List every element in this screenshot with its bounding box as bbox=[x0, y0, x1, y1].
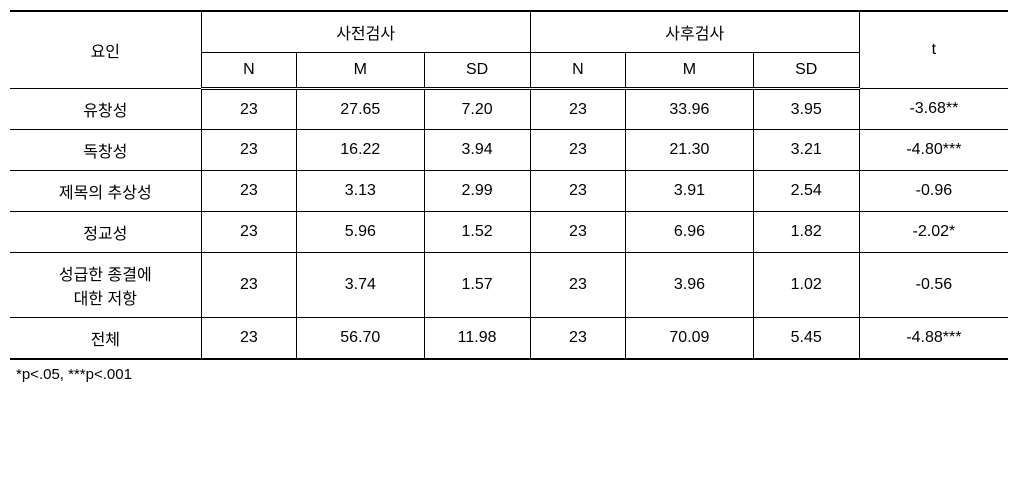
cell-factor: 독창성 bbox=[10, 130, 201, 171]
cell-post-sd: 3.95 bbox=[753, 89, 859, 130]
cell-post-m: 33.96 bbox=[626, 89, 753, 130]
cell-pre-m: 27.65 bbox=[297, 89, 424, 130]
cell-post-m: 21.30 bbox=[626, 130, 753, 171]
cell-post-sd: 1.82 bbox=[753, 212, 859, 253]
header-factor: 요인 bbox=[10, 11, 201, 89]
cell-factor: 성급한 종결에 대한 저항 bbox=[10, 253, 201, 318]
cell-post-n: 23 bbox=[530, 318, 626, 360]
cell-post-m: 70.09 bbox=[626, 318, 753, 360]
cell-pre-m: 56.70 bbox=[297, 318, 424, 360]
cell-post-n: 23 bbox=[530, 130, 626, 171]
cell-post-sd: 1.02 bbox=[753, 253, 859, 318]
cell-t: -0.56 bbox=[859, 253, 1008, 318]
cell-pre-m: 3.74 bbox=[297, 253, 424, 318]
cell-t: -0.96 bbox=[859, 171, 1008, 212]
cell-post-m: 3.91 bbox=[626, 171, 753, 212]
cell-factor: 전체 bbox=[10, 318, 201, 360]
cell-pre-n: 23 bbox=[201, 171, 297, 212]
table-row: 성급한 종결에 대한 저항 23 3.74 1.57 23 3.96 1.02 … bbox=[10, 253, 1008, 318]
cell-factor: 유창성 bbox=[10, 89, 201, 130]
cell-t: -4.80*** bbox=[859, 130, 1008, 171]
cell-pre-sd: 1.52 bbox=[424, 212, 530, 253]
table-body: 유창성 23 27.65 7.20 23 33.96 3.95 -3.68** … bbox=[10, 89, 1008, 360]
cell-pre-sd: 1.57 bbox=[424, 253, 530, 318]
header-pretest: 사전검사 bbox=[201, 11, 530, 53]
cell-post-n: 23 bbox=[530, 89, 626, 130]
header-pre-n: N bbox=[201, 53, 297, 89]
cell-post-sd: 5.45 bbox=[753, 318, 859, 360]
table-row: 전체 23 56.70 11.98 23 70.09 5.45 -4.88*** bbox=[10, 318, 1008, 360]
cell-post-n: 23 bbox=[530, 253, 626, 318]
table-row: 독창성 23 16.22 3.94 23 21.30 3.21 -4.80*** bbox=[10, 130, 1008, 171]
statistics-table: 요인 사전검사 사후검사 t N M SD N M SD 유창성 23 27.6… bbox=[10, 10, 1008, 360]
cell-post-sd: 3.21 bbox=[753, 130, 859, 171]
cell-pre-n: 23 bbox=[201, 318, 297, 360]
header-post-n: N bbox=[530, 53, 626, 89]
cell-pre-n: 23 bbox=[201, 130, 297, 171]
cell-post-m: 3.96 bbox=[626, 253, 753, 318]
cell-pre-n: 23 bbox=[201, 212, 297, 253]
header-pre-sd: SD bbox=[424, 53, 530, 89]
cell-post-m: 6.96 bbox=[626, 212, 753, 253]
cell-pre-sd: 7.20 bbox=[424, 89, 530, 130]
header-post-m: M bbox=[626, 53, 753, 89]
cell-pre-sd: 3.94 bbox=[424, 130, 530, 171]
cell-pre-n: 23 bbox=[201, 253, 297, 318]
header-post-sd: SD bbox=[753, 53, 859, 89]
cell-t: -4.88*** bbox=[859, 318, 1008, 360]
cell-t: -3.68** bbox=[859, 89, 1008, 130]
cell-post-n: 23 bbox=[530, 171, 626, 212]
cell-pre-m: 16.22 bbox=[297, 130, 424, 171]
cell-factor: 정교성 bbox=[10, 212, 201, 253]
cell-post-n: 23 bbox=[530, 212, 626, 253]
statistics-table-wrapper: 요인 사전검사 사후검사 t N M SD N M SD 유창성 23 27.6… bbox=[10, 10, 1008, 383]
cell-pre-sd: 11.98 bbox=[424, 318, 530, 360]
cell-pre-n: 23 bbox=[201, 89, 297, 130]
cell-pre-sd: 2.99 bbox=[424, 171, 530, 212]
footnote: *p<.05, ***p<.001 bbox=[10, 366, 1008, 383]
table-row: 유창성 23 27.65 7.20 23 33.96 3.95 -3.68** bbox=[10, 89, 1008, 130]
header-posttest: 사후검사 bbox=[530, 11, 859, 53]
table-header: 요인 사전검사 사후검사 t N M SD N M SD bbox=[10, 11, 1008, 89]
table-row: 제목의 추상성 23 3.13 2.99 23 3.91 2.54 -0.96 bbox=[10, 171, 1008, 212]
cell-pre-m: 5.96 bbox=[297, 212, 424, 253]
header-pre-m: M bbox=[297, 53, 424, 89]
cell-pre-m: 3.13 bbox=[297, 171, 424, 212]
cell-post-sd: 2.54 bbox=[753, 171, 859, 212]
table-row: 정교성 23 5.96 1.52 23 6.96 1.82 -2.02* bbox=[10, 212, 1008, 253]
header-t: t bbox=[859, 11, 1008, 89]
cell-t: -2.02* bbox=[859, 212, 1008, 253]
cell-factor: 제목의 추상성 bbox=[10, 171, 201, 212]
